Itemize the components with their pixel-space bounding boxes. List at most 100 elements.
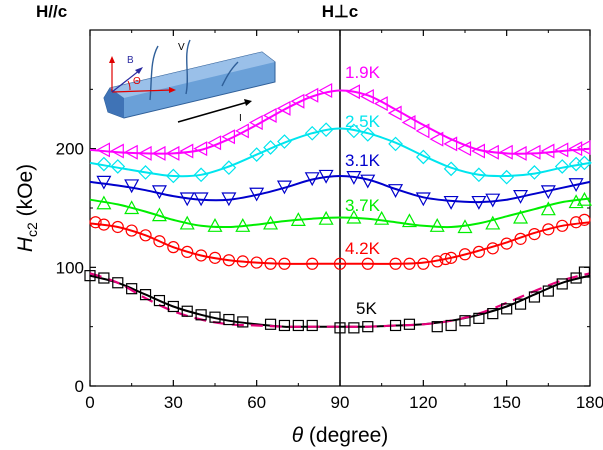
marker-3.7K: [457, 219, 473, 234]
marker-4.2K: [472, 245, 485, 259]
marker-1.9K: [137, 145, 152, 161]
marker-3.1K: [540, 185, 556, 200]
marker-3.1K: [346, 171, 362, 185]
marker-5K: [487, 308, 499, 320]
marker-5K: [84, 270, 96, 282]
marker-3.7K: [318, 210, 334, 225]
marker-3.1K: [276, 180, 292, 195]
marker-1.9K: [576, 139, 591, 155]
marker-5K: [501, 303, 513, 315]
marker-4.2K: [181, 245, 194, 259]
series-label-3.7K: 3.7K: [345, 196, 381, 215]
wire-axis-arrow: [111, 89, 173, 93]
marker-5K: [542, 285, 554, 297]
fit-curve-3.1K: [89, 174, 591, 204]
series-label-3.1K: 3.1K: [345, 151, 381, 170]
marker-1.9K: [193, 141, 208, 157]
marker-3.1K: [388, 184, 404, 198]
series-label-1.9K: 1.9K: [345, 63, 381, 82]
marker-5K: [473, 312, 485, 324]
fit-curves: [89, 89, 591, 328]
marker-5K: [306, 319, 318, 332]
marker-5K: [528, 291, 541, 303]
marker-5K: [264, 318, 277, 330]
series-label-5K: 5K: [356, 299, 377, 318]
marker-3.7K: [485, 215, 501, 230]
marker-1.9K: [512, 145, 527, 161]
x-tick-label: 180: [576, 393, 603, 412]
marker-5K: [209, 311, 221, 323]
marker-1.9K: [471, 143, 485, 159]
marker-3.1K: [249, 187, 265, 202]
marker-3.1K: [96, 175, 112, 190]
marker-4.2K: [439, 252, 452, 266]
voltage-lead-left: [149, 45, 159, 101]
data-markers: [84, 83, 592, 334]
marker-3.7K: [263, 215, 279, 230]
label-field-parallel-c: H//c: [36, 2, 67, 21]
marker-2.5K: [277, 134, 292, 149]
marker-3.7K: [235, 218, 251, 232]
marker-5K: [237, 316, 249, 328]
marker-3.1K: [304, 172, 320, 187]
marker-3.7K: [207, 218, 223, 232]
x-tick-label: 0: [85, 393, 94, 412]
x-axis-symbol: θ: [292, 424, 304, 447]
marker-4.2K: [403, 257, 416, 270]
marker-5K: [292, 319, 304, 332]
marker-1.9K: [554, 142, 569, 158]
inset-label-b: B: [127, 55, 134, 66]
fit-curve-5K: [89, 274, 591, 328]
marker-2.5K: [346, 123, 362, 139]
marker-3.7K: [151, 207, 167, 222]
marker-2.5K: [318, 122, 334, 138]
y-tick-label: 100: [56, 258, 84, 277]
y-tick-label: 0: [75, 377, 84, 396]
marker-1.9K: [207, 135, 222, 151]
wire-axis-arrowhead: [169, 87, 176, 93]
marker-1.9K: [568, 141, 583, 157]
marker-4.2K: [445, 251, 458, 264]
marker-1.9K: [429, 131, 444, 147]
marker-4.2K: [153, 235, 166, 248]
x-tick-label: 60: [247, 393, 266, 412]
marker-4.2K: [556, 219, 569, 232]
marker-4.2K: [333, 257, 347, 270]
marker-3.1K: [360, 174, 376, 189]
sample-schematic-inset: B Θ V I: [103, 39, 276, 124]
marker-3.1K: [151, 185, 167, 200]
marker-4.2K: [89, 216, 102, 229]
marker-4.2K: [195, 249, 208, 262]
marker-3.7K: [540, 201, 556, 216]
label-field-perp-c: H⊥c: [322, 2, 359, 21]
marker-3.7K: [96, 195, 112, 210]
marker-5K: [195, 309, 207, 321]
y-tick-label: 200: [56, 140, 84, 159]
x-tick-label: 30: [164, 393, 183, 412]
marker-5K: [126, 283, 138, 295]
marker-5K: [334, 322, 346, 334]
y-axis-subscript: c2: [24, 222, 40, 237]
inset-label-theta: Θ: [133, 76, 141, 87]
marker-4.2K: [264, 257, 277, 270]
marker-4.2K: [306, 257, 319, 270]
marker-3.7K: [346, 209, 362, 224]
marker-2.5K: [165, 168, 181, 184]
marker-1.9K: [318, 83, 333, 99]
marker-2.5K: [96, 156, 112, 172]
y-axis-unit: (kOe): [14, 164, 37, 222]
marker-3.7K: [429, 218, 445, 232]
marker-4.2K: [278, 257, 291, 270]
label-field-parallel-c-text: H//c: [36, 2, 67, 21]
marker-4.2K: [139, 229, 152, 242]
marker-5K: [514, 298, 527, 310]
wire-contact-line: [221, 61, 239, 87]
marker-1.9K: [179, 143, 194, 159]
marker-5K: [98, 272, 110, 284]
wire-end-face: [104, 88, 124, 118]
current-arrowhead: [244, 99, 252, 106]
inset-label-i: I: [239, 113, 242, 124]
marker-4.2K: [250, 256, 263, 269]
marker-1.9K: [526, 144, 541, 160]
marker-5K: [362, 321, 374, 333]
